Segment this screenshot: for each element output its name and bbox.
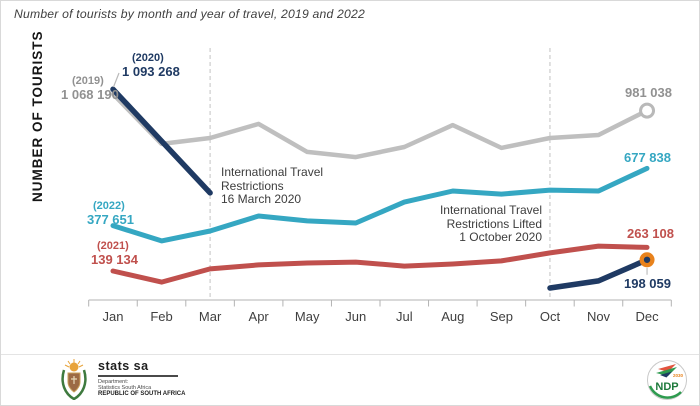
label-2020-year: (2020) [132, 52, 164, 64]
annotation-line: Restrictions [221, 178, 284, 193]
statssa-logo-block: stats sa Department: Statistics South Af… [58, 358, 185, 400]
coat-of-arms-icon [61, 359, 87, 400]
statssa-wordmark-block: stats sa Department: Statistics South Af… [98, 358, 185, 400]
label-2019-year: (2019) [72, 75, 104, 87]
statssa-dept-line1: Department: [98, 378, 129, 385]
ndp-logo-icon: NDP 2030 [647, 360, 687, 400]
label-2022-year: (2022) [93, 200, 125, 212]
x-tick-label: Jan [103, 309, 124, 324]
ndp-label: NDP [655, 381, 678, 393]
footer-divider [1, 354, 699, 355]
statssa-rule [98, 375, 178, 377]
annotation-restrictions-lifted: International Travel Restrictions Lifted… [439, 203, 542, 245]
callout-leader-line [112, 72, 120, 88]
x-tick-label: Jul [396, 309, 413, 324]
label-2020-dec-value: 198 059 [624, 276, 671, 291]
chart-title: Number of tourists by month and year of … [14, 7, 365, 21]
x-tick-label: Aug [441, 309, 464, 324]
x-tick-label: Feb [150, 309, 172, 324]
label-2021-jan-value: 139 134 [91, 252, 138, 267]
label-2019-jan-value: 1 068 190 [61, 87, 119, 102]
dec-2020-marker-center [643, 256, 651, 263]
x-tick-label: Oct [540, 309, 561, 324]
statssa-wordmark: stats sa [98, 359, 149, 373]
annotation-travel-restrictions: International Travel Restrictions 16 Mar… [221, 165, 324, 207]
ndp-logo: NDP 2030 [645, 358, 689, 405]
annotation-line: International Travel [439, 203, 542, 217]
x-tick-label: Jun [345, 309, 366, 324]
label-2021-dec-value: 263 108 [627, 226, 674, 241]
x-tick-label: Nov [587, 309, 611, 324]
x-tick-label: Dec [635, 309, 659, 324]
statssa-dept-line2: Statistics South Africa [98, 384, 152, 391]
label-2022-jan-value: 377 651 [87, 212, 134, 227]
label-2021-year: (2021) [97, 240, 129, 252]
x-tick-label: May [295, 309, 320, 324]
label-2019-dec-value: 981 038 [625, 85, 672, 100]
series-line-2020 [547, 257, 650, 291]
series-line-2021 [110, 243, 650, 285]
annotation-line: International Travel [221, 165, 324, 179]
ndp-year: 2030 [673, 373, 684, 378]
dec-2019-open-circle-marker [639, 102, 656, 119]
x-tick-label: Mar [199, 309, 222, 324]
annotation-line: Restrictions Lifted [446, 216, 542, 231]
label-2022-dec-value: 677 838 [624, 150, 671, 165]
series-line-2020 [110, 86, 213, 196]
statssa-dept-line3: REPUBLIC OF SOUTH AFRICA [98, 390, 186, 397]
label-2020-jan-value: 1 093 268 [122, 64, 180, 79]
x-tick-label: Apr [249, 309, 270, 324]
annotation-line: 1 October 2020 [459, 230, 542, 244]
annotation-line: 16 March 2020 [221, 192, 302, 206]
tourists-line-chart: Jan Feb Mar Apr May Jun Jul Aug Sep Oct Nov Dec [88, 48, 672, 324]
series-line-2019 [110, 91, 650, 160]
series-line-2022 [110, 165, 650, 244]
x-tick-label: Sep [490, 309, 513, 324]
